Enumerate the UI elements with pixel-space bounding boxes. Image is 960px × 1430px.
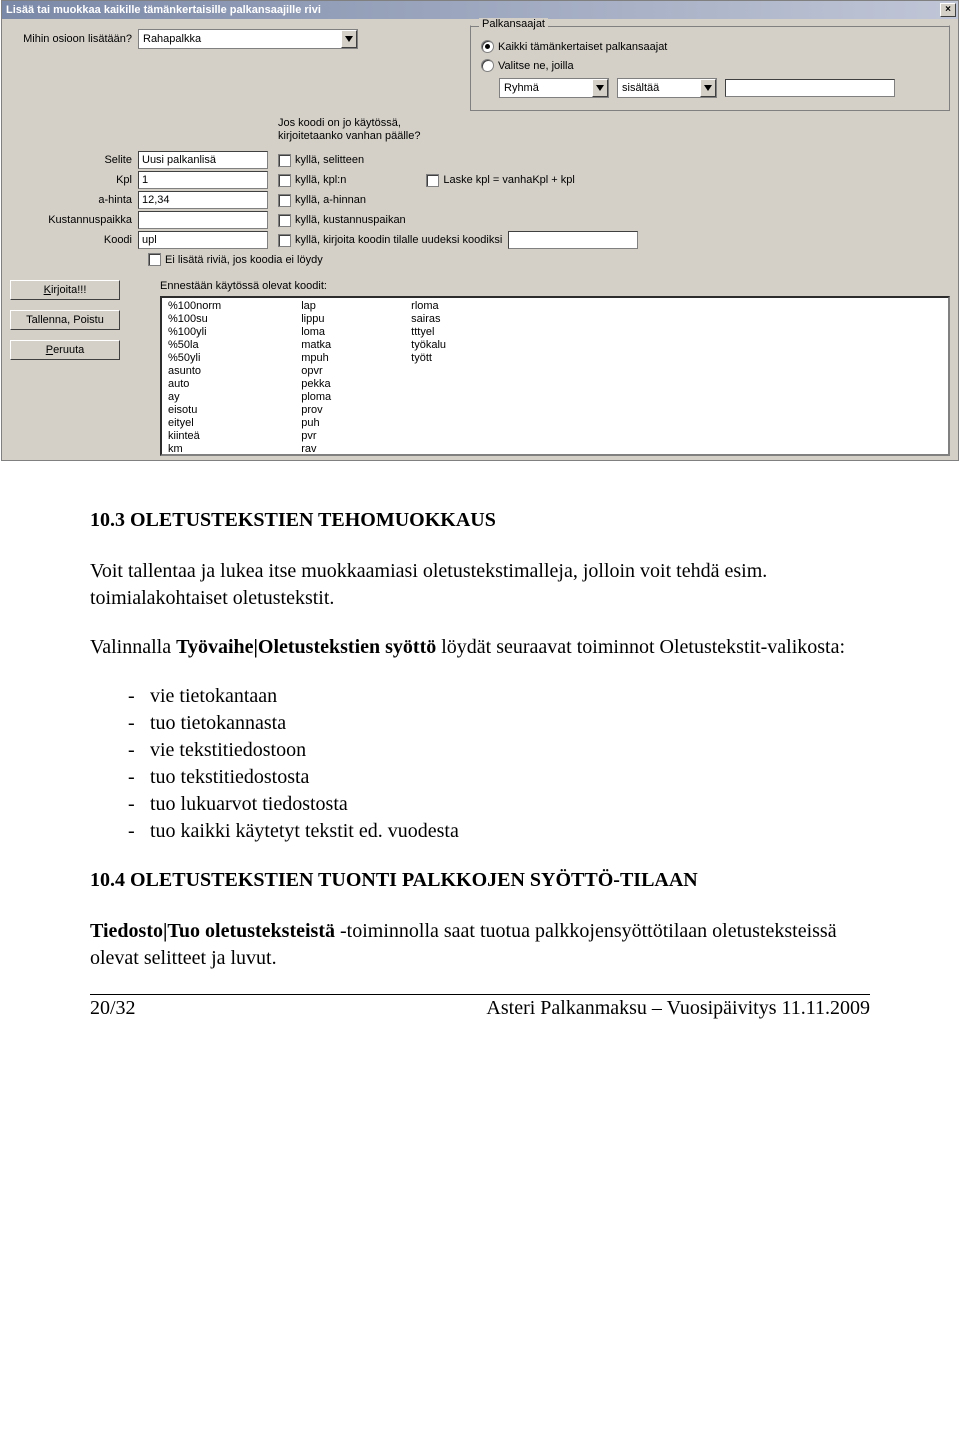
checkbox-icon[interactable] — [278, 194, 291, 207]
radio-icon — [481, 40, 494, 53]
kustannuspaikka-input[interactable] — [138, 211, 268, 229]
list-item: tuo kaikki käytetyt tekstit ed. vuodesta — [150, 818, 870, 845]
code-item[interactable]: opvr — [301, 365, 331, 378]
feature-list: vie tietokantaantuo tietokannastavie tek… — [90, 683, 870, 845]
paragraph: Tiedosto|Tuo oletusteksteistä -toiminnol… — [90, 918, 870, 972]
code-item[interactable]: lap — [301, 300, 331, 313]
code-item[interactable]: %100norm — [168, 300, 221, 313]
code-item[interactable]: eisotu — [168, 404, 221, 417]
footer-title: Asteri Palkanmaksu – Vuosipäivitys 11.11… — [486, 997, 870, 1020]
code-item[interactable]: %50la — [168, 339, 221, 352]
list-item: tuo lukuarvot tiedostosta — [150, 791, 870, 818]
code-item[interactable]: auto — [168, 378, 221, 391]
code-item[interactable]: tyött — [411, 352, 446, 365]
selite-input[interactable] — [138, 151, 268, 169]
overwrite-note: Jos koodi on jo käytössä, kirjoitetaanko… — [278, 117, 428, 143]
code-item[interactable]: tttyel — [411, 326, 446, 339]
code-item[interactable]: rloma — [411, 300, 446, 313]
code-item[interactable]: puh — [301, 417, 331, 430]
code-item[interactable]: mpuh — [301, 352, 331, 365]
section-label: Mihin osioon lisätään? — [10, 33, 138, 45]
checkbox-icon[interactable] — [278, 214, 291, 227]
code-item[interactable]: prov — [301, 404, 331, 417]
codes-label: Ennestään käytössä olevat koodit: — [160, 280, 950, 292]
ahinta-input[interactable] — [138, 191, 268, 209]
chevron-down-icon — [700, 79, 716, 97]
code-item[interactable]: loma — [301, 326, 331, 339]
kustannuspaikka-label: Kustannuspaikka — [10, 214, 138, 226]
code-item[interactable]: asunto — [168, 365, 221, 378]
code-item[interactable]: pvr — [301, 430, 331, 443]
palkansaajat-group: Palkansaajat Kaikki tämänkertaiset palka… — [470, 25, 950, 111]
checkbox-icon[interactable] — [278, 174, 291, 187]
document-body: 10.3 OLETUSTEKSTIEN TEHOMUOKKAUS Voit ta… — [0, 461, 960, 972]
code-item[interactable]: sairas — [411, 313, 446, 326]
list-item: tuo tietokannasta — [150, 710, 870, 737]
checkbox-icon[interactable] — [148, 253, 161, 266]
code-item[interactable]: matka — [301, 339, 331, 352]
kirjoita-button[interactable]: Kirjoita!!! — [10, 280, 120, 300]
kpl-input[interactable] — [138, 171, 268, 189]
titlebar: Lisää tai muokkaa kaikille tämänkertaisi… — [2, 1, 958, 19]
dialog-window: Lisää tai muokkaa kaikille tämänkertaisi… — [1, 0, 959, 461]
ahinta-label: a-hinta — [10, 194, 138, 206]
code-item[interactable]: pekka — [301, 378, 331, 391]
list-item: vie tietokantaan — [150, 683, 870, 710]
code-item[interactable]: työkalu — [411, 339, 446, 352]
page-footer: 20/32 Asteri Palkanmaksu – Vuosipäivitys… — [0, 995, 960, 1044]
code-item[interactable]: rav — [301, 443, 331, 456]
palkansaajat-legend: Palkansaajat — [479, 18, 548, 30]
code-item[interactable]: ay — [168, 391, 221, 404]
code-item[interactable]: eityel — [168, 417, 221, 430]
radio-icon — [481, 59, 494, 72]
page-number: 20/32 — [90, 997, 136, 1020]
code-item[interactable]: %100su — [168, 313, 221, 326]
heading-10-4: 10.4 OLETUSTEKSTIEN TUONTI PALKKOJEN SYÖ… — [90, 867, 870, 894]
paragraph: Voit tallentaa ja lukea itse muokkaamias… — [90, 558, 870, 612]
close-icon[interactable]: × — [940, 3, 956, 17]
paragraph: Valinnalla Työvaihe|Oletustekstien syött… — [90, 634, 870, 661]
chevron-down-icon — [592, 79, 608, 97]
chevron-down-icon — [341, 30, 357, 48]
checkbox-icon[interactable] — [278, 154, 291, 167]
checkbox-icon[interactable] — [278, 234, 291, 247]
section-select[interactable]: Rahapalkka — [138, 29, 358, 49]
new-koodi-input[interactable] — [508, 231, 638, 249]
tallenna-button[interactable]: Tallenna, Poistu — [10, 310, 120, 330]
ryhma-select[interactable]: Ryhmä — [499, 78, 609, 98]
codes-list[interactable]: %100norm%100su%100yli%50la%50yliasuntoau… — [160, 296, 950, 456]
code-item[interactable]: %50yli — [168, 352, 221, 365]
window-title: Lisää tai muokkaa kaikille tämänkertaisi… — [6, 4, 940, 16]
checkbox-icon[interactable] — [426, 174, 439, 187]
code-item[interactable]: kiinteä — [168, 430, 221, 443]
radio-all-row[interactable]: Kaikki tämänkertaiset palkansaajat — [481, 40, 939, 53]
code-item[interactable]: %100yli — [168, 326, 221, 339]
heading-10-3: 10.3 OLETUSTEKSTIEN TEHOMUOKKAUS — [90, 507, 870, 534]
list-item: tuo tekstitiedostosta — [150, 764, 870, 791]
filter-input[interactable] — [725, 79, 895, 97]
koodi-label: Koodi — [10, 234, 138, 246]
code-item[interactable]: lippu — [301, 313, 331, 326]
koodi-input[interactable] — [138, 231, 268, 249]
peruuta-button[interactable]: Peruuta — [10, 340, 120, 360]
kpl-label: Kpl — [10, 174, 138, 186]
sisaltaa-select[interactable]: sisältää — [617, 78, 717, 98]
list-item: vie tekstitiedostoon — [150, 737, 870, 764]
code-item[interactable]: km — [168, 443, 221, 456]
code-item[interactable]: ploma — [301, 391, 331, 404]
radio-select-row[interactable]: Valitse ne, joilla — [481, 59, 939, 72]
selite-label: Selite — [10, 154, 138, 166]
